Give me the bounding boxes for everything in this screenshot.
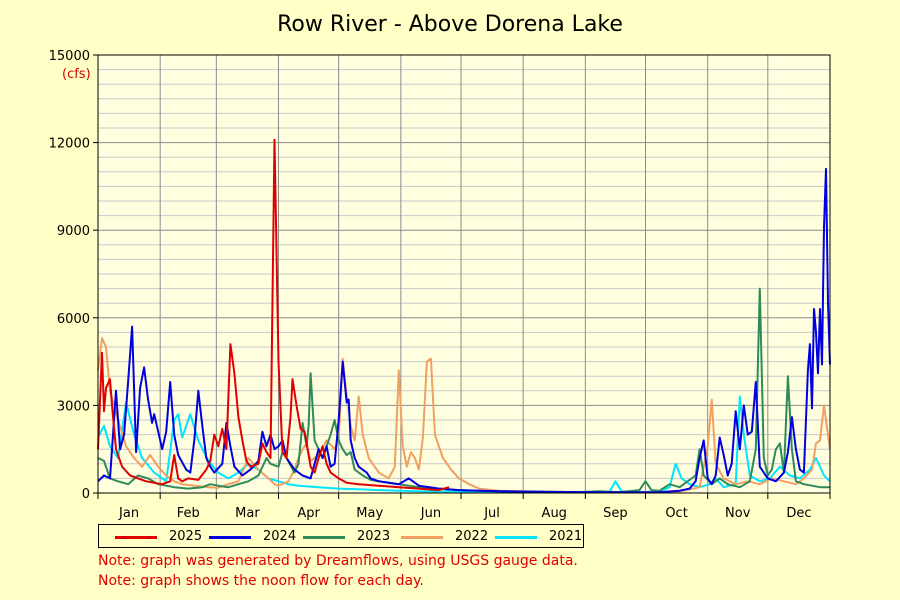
y-tick-label: 15000 bbox=[49, 49, 90, 64]
y-tick-label: 3000 bbox=[57, 399, 90, 414]
series-line-2025 bbox=[97, 138, 450, 492]
legend-label-2023: 2023 bbox=[357, 529, 391, 544]
x-tick-label: May bbox=[356, 506, 383, 520]
legend-label-2025: 2025 bbox=[169, 529, 203, 544]
series-line-2024 bbox=[97, 167, 831, 494]
series-line-2021 bbox=[97, 395, 831, 494]
x-tick-label: Oct bbox=[665, 506, 687, 520]
y-tick-label: 0 bbox=[82, 487, 90, 502]
axis-layer: 0 3000 6000 9000 12000 15000 Jan Feb Mar Apr May Ju… bbox=[49, 49, 831, 520]
chart-title: Row River - Above Dorena Lake bbox=[277, 12, 623, 37]
x-tick-label: Jul bbox=[483, 506, 500, 520]
x-tick-label: Feb bbox=[177, 506, 200, 520]
legend-swatch-2023 bbox=[303, 536, 345, 539]
legend-swatch-2024 bbox=[209, 536, 251, 539]
legend-swatch-2021 bbox=[495, 536, 537, 539]
x-tick-label: Mar bbox=[235, 506, 260, 520]
x-tick-label: Apr bbox=[297, 506, 320, 520]
note-noon-flow: Note: graph shows the noon flow for each… bbox=[98, 573, 424, 589]
legend-label-2021: 2021 bbox=[549, 529, 583, 544]
legend-label-2024: 2024 bbox=[263, 529, 297, 544]
legend-label-2022: 2022 bbox=[455, 529, 489, 544]
legend-swatch-2022 bbox=[401, 536, 443, 539]
grid-layer bbox=[98, 54, 830, 494]
y-tick-label: 12000 bbox=[49, 137, 90, 152]
x-tick-label: Nov bbox=[725, 506, 751, 520]
plot-area: 0 3000 6000 9000 12000 15000 Jan Feb Mar Apr May Ju… bbox=[49, 49, 831, 520]
note-source: Note: graph was generated by Dreamflows,… bbox=[98, 553, 578, 569]
legend-swatch-2025 bbox=[115, 536, 157, 539]
x-tick-label: Jun bbox=[420, 506, 441, 520]
x-tick-label: Dec bbox=[786, 506, 811, 520]
x-tick-label: Aug bbox=[542, 506, 567, 520]
y-tick-label: 6000 bbox=[57, 312, 90, 327]
x-tick-label: Sep bbox=[603, 506, 628, 520]
y-tick-label: 9000 bbox=[57, 224, 90, 239]
plot-frame bbox=[97, 54, 831, 494]
series-layer bbox=[97, 138, 831, 494]
series-line-2022 bbox=[97, 337, 831, 494]
x-tick-label: Jan bbox=[118, 506, 139, 520]
y-unit-label: (cfs) bbox=[62, 67, 91, 82]
legend: 2025 2024 2023 2022 2021 bbox=[98, 524, 584, 548]
